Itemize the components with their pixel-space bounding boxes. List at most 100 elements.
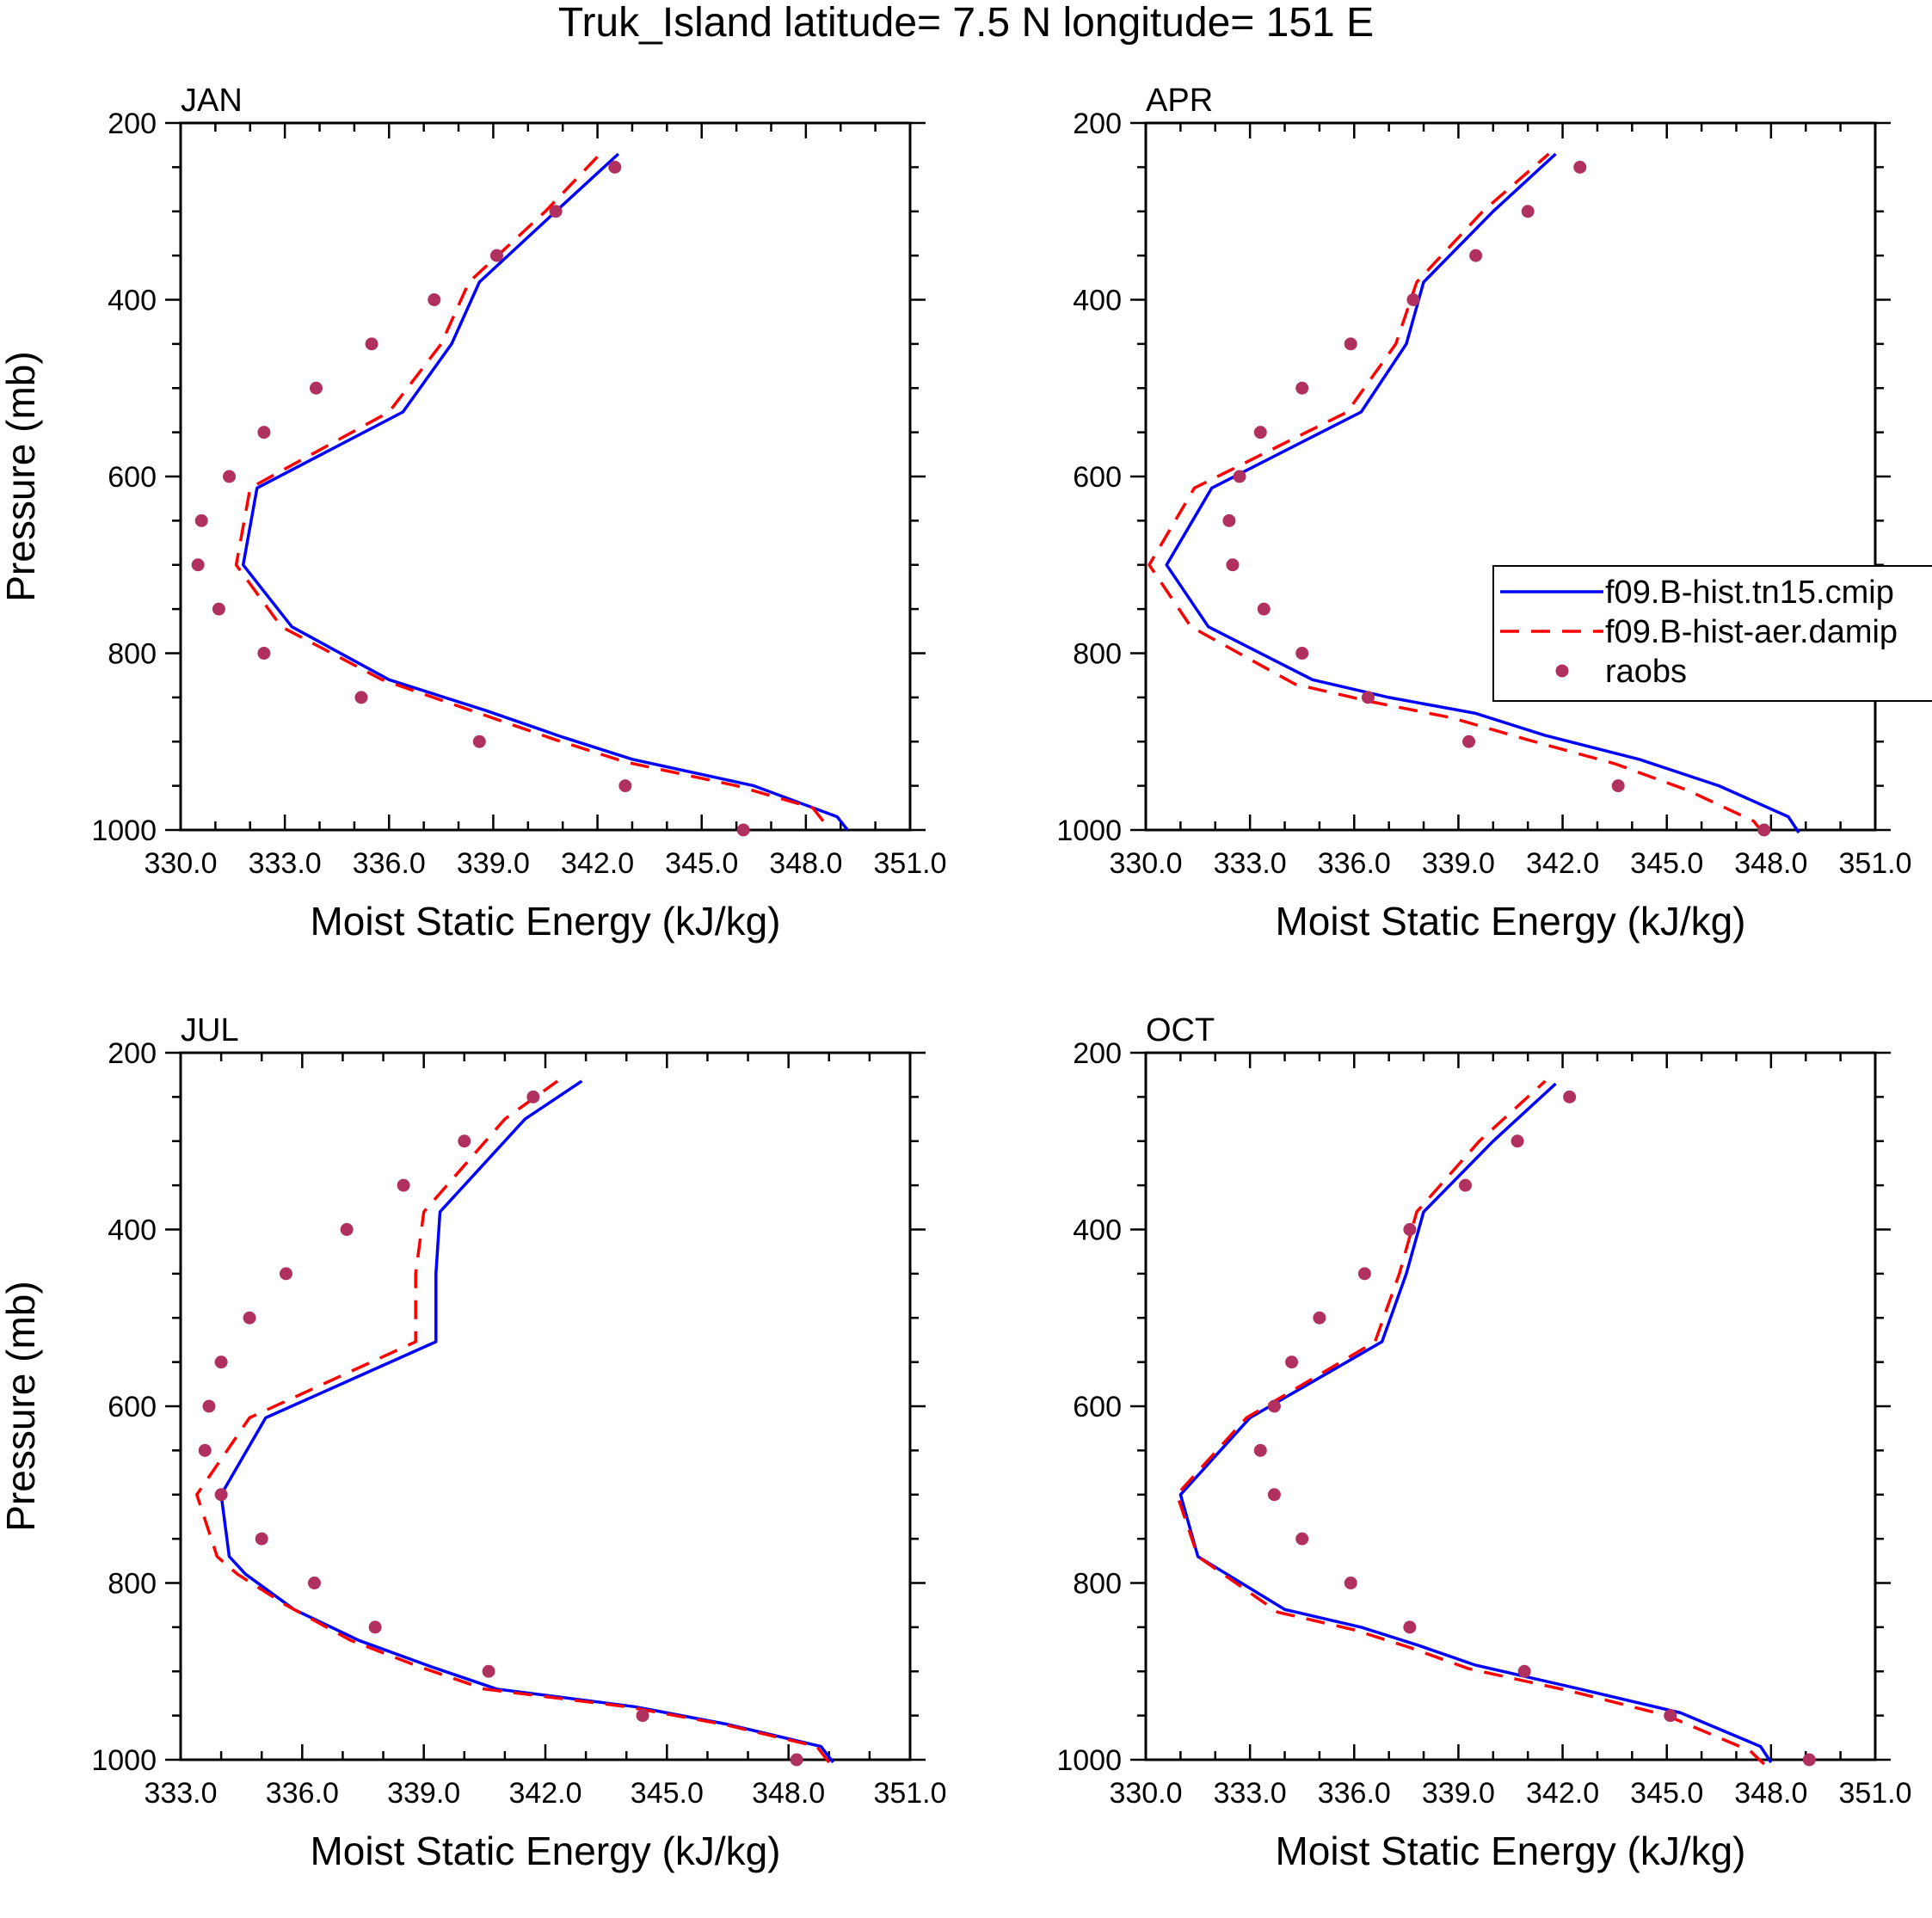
data-point: [1267, 1488, 1281, 1502]
x-tick-label: 345.0: [1630, 1777, 1703, 1810]
data-point: [1757, 823, 1771, 837]
data-point: [1267, 1399, 1281, 1413]
legend: f09.B-hist.tn15.cmipf09.B-hist-aer.damip…: [1492, 565, 1932, 702]
data-point: [397, 1178, 410, 1192]
data-point: [354, 691, 368, 704]
data-point: [1403, 1620, 1417, 1634]
x-tick-label: 342.0: [1526, 847, 1599, 880]
panels: 330.0 333.0 336.0 339.0 342.0 345.0 348.0 351.0…: [0, 83, 1912, 1873]
y-tick-label: 400: [1073, 285, 1122, 317]
data-point: [736, 823, 750, 837]
y-tick-label: 1000: [1056, 815, 1122, 847]
x-tick-label: 336.0: [353, 847, 426, 880]
series-line-f09-b-hist-tn15-cmip: [1165, 152, 1800, 834]
series-line-f09-b-hist-tn15-cmip: [1178, 1082, 1773, 1764]
panel-title: JAN: [181, 83, 243, 119]
legend-box: [1492, 565, 1932, 702]
data-point: [526, 1090, 540, 1103]
y-tick-label: 200: [1073, 108, 1122, 140]
x-axis-label: Moist Static Energy (kJ/kg): [310, 899, 780, 944]
x-tick-label: 336.0: [266, 1777, 339, 1810]
data-point: [1253, 426, 1267, 440]
panel-jan: 330.0 333.0 336.0 339.0 342.0 345.0 348.0 351.0…: [0, 83, 947, 944]
data-point: [257, 426, 271, 440]
y-tick-label: 800: [108, 638, 157, 671]
data-point: [482, 1664, 495, 1678]
x-tick-label: 345.0: [665, 847, 738, 880]
x-tick-label: 333.0: [1214, 1777, 1287, 1810]
data-point: [1313, 1311, 1326, 1325]
data-point: [194, 513, 208, 527]
x-tick-label: 348.0: [1734, 847, 1807, 880]
series-line-f09-b-hist-tn15-cmip: [219, 1079, 834, 1764]
y-tick-label: 400: [1073, 1214, 1122, 1247]
legend-marker-raobs: [1555, 664, 1569, 678]
y-tick-label: 1000: [1056, 1744, 1122, 1777]
y-tick-label: 400: [108, 1214, 157, 1247]
x-tick-label: 333.0: [249, 847, 322, 880]
data-point: [1257, 602, 1271, 616]
y-tick-label: 800: [1073, 1568, 1122, 1601]
y-tick-label: 600: [108, 461, 157, 494]
data-point: [1521, 205, 1535, 218]
x-tick-label: 333.0: [1214, 847, 1287, 880]
data-point: [608, 160, 622, 174]
x-tick-label: 339.0: [457, 847, 530, 880]
series-raobs: [191, 160, 750, 837]
x-tick-label: 339.0: [1422, 1777, 1495, 1810]
data-point: [1361, 691, 1375, 704]
legend-label: raobs: [1605, 654, 1687, 690]
data-point: [1511, 1134, 1524, 1148]
data-point: [1295, 1532, 1309, 1546]
x-tick-label: 345.0: [631, 1777, 704, 1810]
y-tick-label: 1000: [91, 1744, 157, 1777]
x-tick-label: 339.0: [1422, 847, 1495, 880]
data-point: [1222, 513, 1236, 527]
data-point: [1403, 1223, 1417, 1236]
series-line-f09-b-hist-aer-damip: [234, 148, 825, 822]
data-point: [618, 779, 632, 793]
data-point: [223, 470, 237, 483]
x-tick-label: 342.0: [1526, 1777, 1599, 1810]
data-point: [1344, 337, 1357, 351]
data-point: [255, 1532, 268, 1546]
data-point: [472, 735, 486, 748]
x-tick-label: 351.0: [873, 847, 946, 880]
x-tick-label: 342.0: [508, 1777, 581, 1810]
data-point: [1611, 779, 1625, 793]
data-point: [368, 1620, 382, 1634]
figure-title: Truk_Island latitude= 7.5 N longitude= 1…: [558, 0, 1374, 46]
data-point: [489, 249, 503, 262]
data-point: [1344, 1577, 1357, 1589]
y-tick-label: 200: [1073, 1037, 1122, 1070]
x-tick-label: 342.0: [561, 847, 634, 880]
data-point: [212, 602, 225, 616]
x-tick-label: 351.0: [1838, 1777, 1911, 1810]
panel-title: JUL: [181, 1012, 239, 1048]
data-point: [202, 1399, 216, 1413]
panel-title: APR: [1146, 83, 1213, 119]
data-point: [340, 1223, 354, 1236]
data-point: [257, 647, 271, 660]
series-raobs: [1222, 160, 1771, 837]
y-tick-label: 800: [108, 1568, 157, 1601]
y-tick-label: 600: [1073, 1391, 1122, 1423]
x-axis-label: Moist Static Energy (kJ/kg): [1275, 899, 1745, 944]
data-point: [790, 1753, 803, 1767]
y-tick-label: 600: [108, 1391, 157, 1423]
data-point: [1563, 1090, 1577, 1103]
data-point: [1295, 647, 1309, 660]
series-raobs: [1253, 1090, 1816, 1767]
x-tick-label: 336.0: [1318, 847, 1391, 880]
data-point: [1406, 293, 1420, 306]
x-tick-label: 351.0: [1838, 847, 1911, 880]
data-point: [1459, 1178, 1473, 1192]
x-tick-label: 336.0: [1318, 1777, 1391, 1810]
series-raobs: [198, 1090, 803, 1767]
legend-label: f09.B-hist-aer.damip: [1605, 614, 1898, 650]
data-point: [549, 205, 563, 218]
data-point: [1226, 558, 1240, 572]
x-tick-label: 339.0: [387, 1777, 460, 1810]
data-point: [214, 1488, 228, 1502]
